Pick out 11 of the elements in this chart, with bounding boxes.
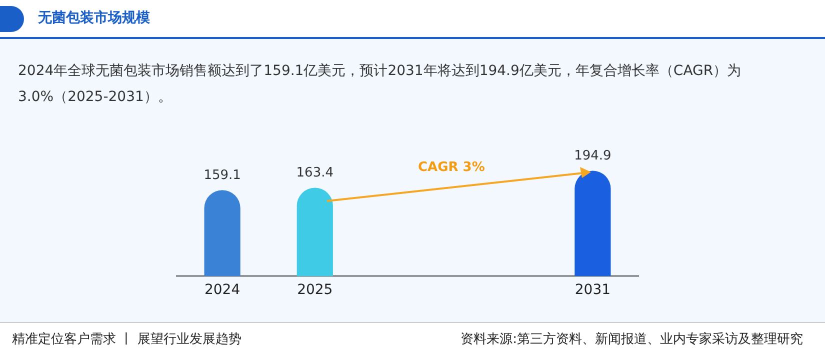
text: 资料来源:第三方资料、新闻报道、业内专家采访及整理研究: [460, 331, 803, 348]
x-tick-label: 2025: [297, 282, 333, 298]
chart-title: 无菌包装市场规模: [38, 9, 150, 27]
data-label: 194.9: [574, 148, 612, 164]
x-tick-label: 2024: [204, 282, 240, 298]
data-label: 163.4: [296, 166, 334, 181]
data-label: 159.1: [204, 168, 241, 183]
x-tick-label: 2031: [574, 282, 611, 298]
text: 精准定位客户需求 丨 展望行业发展趋势: [12, 331, 242, 348]
chart-subtitle: 2024年全球无菌包装市场销售额达到了159.1亿美元，预计2031年将达到194.9亿美元，年复合增长率（CAGR）为3.0%（2025-2031）。: [18, 62, 742, 107]
annotation: CAGR 3%: [418, 160, 485, 175]
